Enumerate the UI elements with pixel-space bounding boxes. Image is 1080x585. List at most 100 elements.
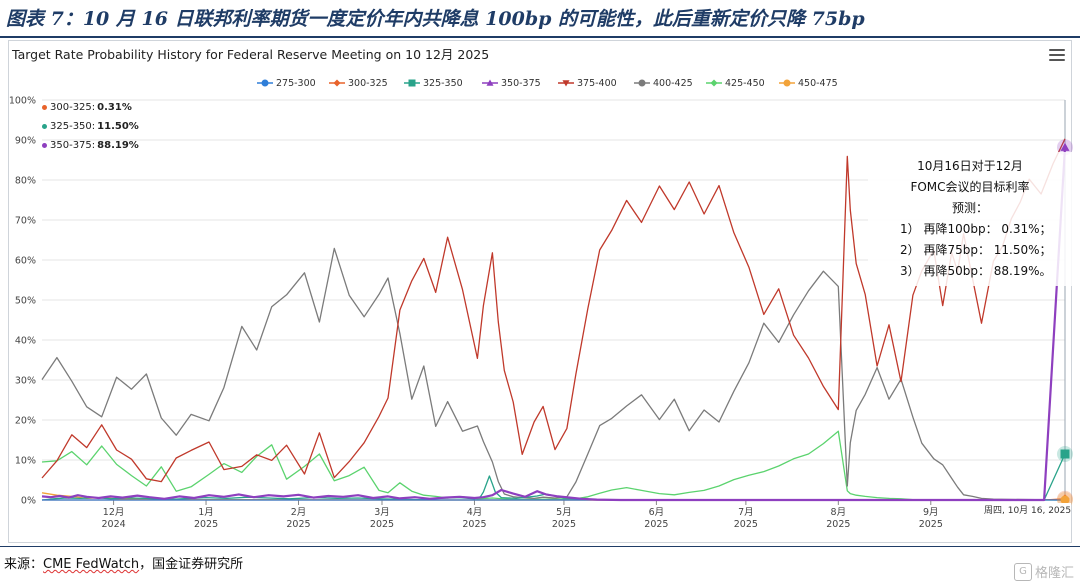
tooltip-dot-icon: [42, 143, 47, 148]
x-tick-label: 12月: [103, 507, 125, 518]
tooltip-label: 325-350:: [50, 121, 96, 132]
annotation-line2: FOMC会议的目标利率: [910, 180, 1030, 194]
tooltip-label: 350-375:: [50, 140, 96, 151]
annotation-box: 10月16日对于12月 FOMC会议的目标利率 预测： 1） 再降100bp： …: [868, 152, 1072, 286]
hover-point-350-375: [1060, 142, 1070, 151]
y-tick-label: 30%: [15, 376, 36, 387]
x-tick-label: 2月: [291, 507, 307, 518]
chart-legend: 275-300 300-325 325-350 350-375 375-400 400-4…: [0, 76, 1080, 90]
tooltip-row: 325-350: 11.50%: [42, 121, 139, 132]
x-tick-label: 6月: [649, 507, 665, 518]
crosshair-date-label: 周四, 10月 16, 2025: [984, 503, 1072, 516]
legend-marker: [783, 79, 791, 87]
y-tick-label: 70%: [15, 216, 36, 227]
y-tick-label: 40%: [15, 336, 36, 347]
tooltip-value: 0.31%: [97, 102, 132, 113]
source-label: 来源：: [4, 557, 44, 572]
legend-item-275-300[interactable]: 275-300: [257, 76, 316, 90]
legend-label: 325-350: [423, 77, 463, 89]
series-line-425-450: [41, 430, 1066, 501]
watermark-text: 格隆汇: [1034, 566, 1074, 581]
legend-marker-icon: [404, 79, 420, 87]
x-tick-year-label: 2025: [734, 519, 758, 530]
hamburger-menu-icon[interactable]: [1049, 47, 1065, 61]
legend-marker-icon: [706, 79, 722, 87]
tooltip-label: 300-325:: [50, 102, 96, 113]
legend-item-350-375[interactable]: 350-375: [482, 76, 541, 90]
legend-marker-icon: [482, 79, 498, 86]
x-tick-year-label: 2025: [826, 519, 850, 530]
legend-marker-icon: [558, 80, 574, 87]
legend-marker: [333, 79, 341, 87]
legend-item-325-350[interactable]: 325-350: [404, 76, 463, 90]
series-line-325-350: [41, 453, 1066, 501]
legend-marker-icon: [257, 79, 273, 87]
legend-label: 450-475: [798, 77, 838, 89]
legend-label: 275-300: [276, 77, 316, 89]
annotation-line1: 10月16日对于12月: [917, 159, 1023, 173]
legend-item-425-450[interactable]: 425-450: [706, 76, 765, 90]
legend-label: 425-450: [725, 77, 765, 89]
annotation-item: 3） 再降50bp： 88.19%。: [900, 264, 1052, 278]
legend-marker: [710, 79, 718, 87]
title-divider: [0, 36, 1080, 38]
series-line-400-425: [41, 247, 1066, 501]
x-tick-year-label: 2025: [462, 519, 486, 530]
y-tick-label: 90%: [15, 136, 36, 147]
legend-label: 350-375: [501, 77, 541, 89]
x-tick-year-label: 2025: [552, 519, 576, 530]
legend-item-400-425[interactable]: 400-425: [634, 76, 693, 90]
tooltip-dot-icon: [42, 105, 47, 110]
series-line-350-375: [41, 147, 1067, 502]
y-tick-label: 50%: [15, 296, 36, 307]
annotation-line3: 预测：: [951, 201, 988, 215]
tooltip-value: 88.19%: [97, 140, 139, 151]
x-tick-label: 4月: [467, 507, 483, 518]
y-tick-label: 100%: [9, 96, 36, 107]
x-tick-year-label: 2025: [370, 519, 394, 530]
legend-label: 300-325: [348, 77, 388, 89]
source-name: CME FedWatch: [43, 557, 140, 572]
figure-title: 图表 7：10 月 16 日联邦利率期货一度定价年内共降息 100bp 的可能性…: [6, 8, 865, 30]
x-tick-year-label: 2025: [286, 519, 310, 530]
legend-marker-icon: [329, 79, 345, 87]
legend-marker-icon: [634, 79, 650, 87]
x-tick-label: 7月: [738, 507, 754, 518]
legend-label: 400-425: [653, 77, 693, 89]
x-tick-year-label: 2025: [644, 519, 668, 530]
legend-marker: [486, 79, 494, 86]
x-tick-year-label: 2024: [101, 519, 125, 530]
legend-item-300-325[interactable]: 300-325: [329, 76, 388, 90]
legend-marker: [408, 79, 416, 87]
line-chart: 0% 10% 20% 30% 40% 50% 60% 70% 80% 90% 100% 12月2024…: [9, 96, 1073, 530]
legend-marker: [638, 79, 646, 87]
x-tick-year-label: 2025: [194, 519, 218, 530]
x-tick-year-label: 2025: [919, 519, 943, 530]
legend-item-450-475[interactable]: 450-475: [779, 76, 838, 90]
x-tick-label: 5月: [556, 507, 572, 518]
x-tick-label: 1月: [198, 507, 214, 518]
source-rest: ，国金证券研究所: [139, 557, 244, 572]
x-tick-label: 3月: [374, 507, 390, 518]
chart-panel: [8, 40, 1072, 543]
y-tick-label: 10%: [15, 456, 36, 467]
legend-item-375-400[interactable]: 375-400: [558, 76, 617, 90]
tooltip-value: 11.50%: [97, 121, 139, 132]
chart-title: Target Rate Probability History for Fede…: [12, 47, 490, 62]
y-tick-label: 0%: [21, 496, 36, 507]
legend-marker: [261, 79, 269, 87]
watermark-logo: G 格隆汇: [1013, 562, 1074, 581]
hover-point-450-475: [1060, 495, 1070, 505]
legend-marker: [562, 80, 570, 87]
legend-label: 375-400: [577, 77, 617, 89]
y-tick-label: 80%: [15, 176, 36, 187]
hover-point-325-350: [1060, 449, 1070, 459]
y-tick-label: 20%: [15, 416, 36, 427]
source-note: 来源：CME FedWatch，国金证券研究所: [4, 553, 243, 572]
annotation-item: 2） 再降75bp： 11.50%；: [900, 243, 1052, 257]
x-tick-label: 8月: [831, 507, 847, 518]
watermark-glyph-icon: G: [1013, 562, 1032, 581]
tooltip-row: 300-325: 0.31%: [42, 102, 132, 113]
y-tick-label: 60%: [15, 256, 36, 267]
tooltip-dot-icon: [42, 124, 47, 129]
